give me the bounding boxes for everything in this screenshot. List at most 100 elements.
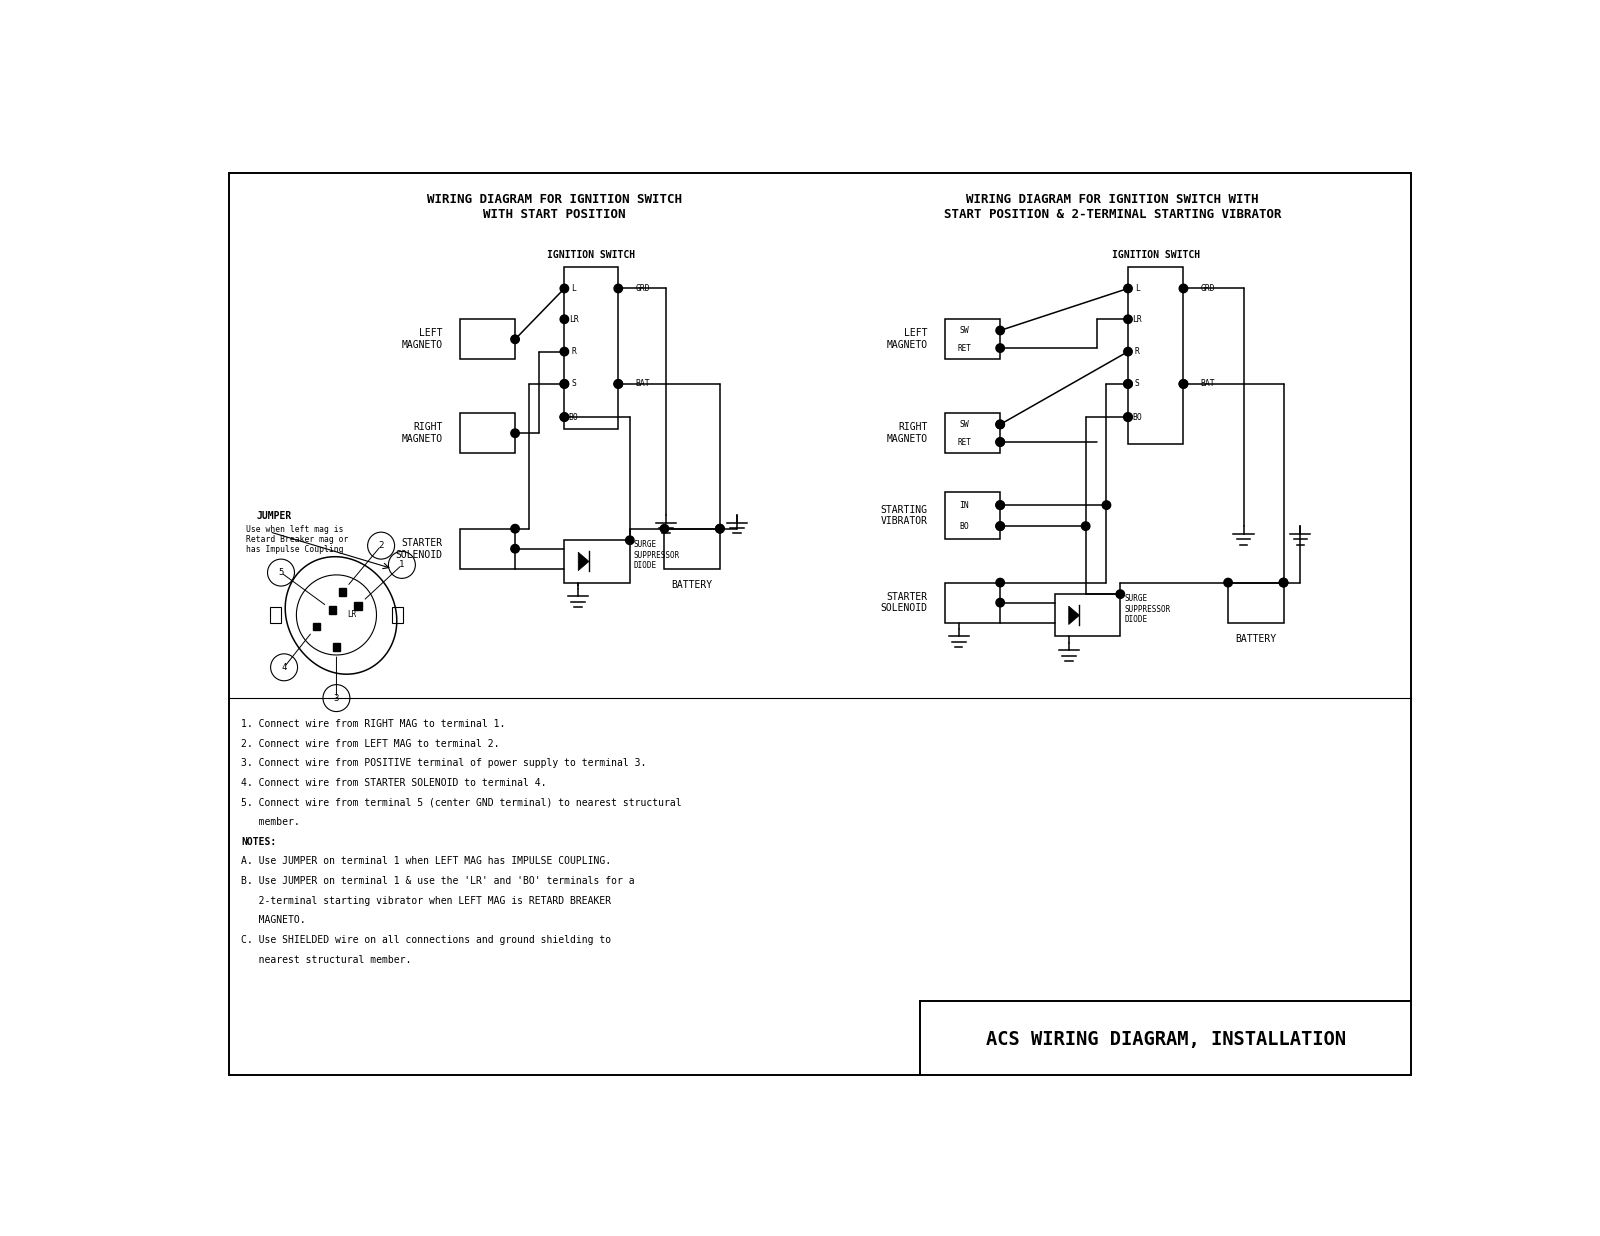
Text: IN: IN (960, 501, 970, 509)
Circle shape (1179, 284, 1187, 293)
Text: 3: 3 (334, 693, 339, 702)
Text: LR: LR (1133, 315, 1142, 324)
Text: GRD: GRD (635, 284, 650, 293)
Text: BATTERY: BATTERY (1235, 634, 1277, 644)
Text: 5: 5 (278, 569, 283, 577)
Circle shape (715, 524, 725, 533)
Circle shape (560, 379, 568, 388)
Circle shape (661, 524, 669, 533)
Text: C. Use SHIELDED wire on all connections and ground shielding to: C. Use SHIELDED wire on all connections … (242, 934, 611, 944)
Circle shape (510, 524, 520, 533)
Circle shape (995, 501, 1005, 509)
Text: B. Use JUMPER on terminal 1 & use the 'LR' and 'BO' terminals for a: B. Use JUMPER on terminal 1 & use the 'L… (242, 876, 635, 886)
Text: A. Use JUMPER on terminal 1 when LEFT MAG has IMPULSE COUPLING.: A. Use JUMPER on terminal 1 when LEFT MA… (242, 857, 611, 866)
Circle shape (626, 536, 634, 545)
Text: 4: 4 (282, 662, 286, 672)
Circle shape (995, 522, 1005, 530)
Text: STARTING
VIBRATOR: STARTING VIBRATOR (880, 504, 928, 527)
Text: JUMPER: JUMPER (256, 512, 291, 522)
Text: nearest structural member.: nearest structural member. (242, 954, 411, 964)
Text: MAGNETO.: MAGNETO. (242, 915, 306, 926)
Text: S: S (1134, 379, 1139, 388)
Circle shape (1224, 578, 1232, 587)
Text: STARTER
SOLENOID: STARTER SOLENOID (880, 592, 928, 613)
Text: member.: member. (242, 817, 299, 827)
Text: S: S (571, 379, 576, 388)
Circle shape (995, 438, 1005, 446)
Text: LR: LR (347, 611, 357, 619)
Text: LEFT
MAGNETO: LEFT MAGNETO (886, 329, 928, 350)
Polygon shape (578, 552, 589, 571)
Text: L: L (571, 284, 576, 293)
Text: BATTERY: BATTERY (672, 580, 712, 591)
Text: 2: 2 (379, 541, 384, 550)
Circle shape (995, 598, 1005, 607)
Text: Use when left mag is
Retard Breaker mag or
has Impulse Coupling: Use when left mag is Retard Breaker mag … (246, 524, 349, 555)
Circle shape (560, 379, 568, 388)
Text: GRD: GRD (1200, 284, 1214, 293)
Circle shape (614, 379, 622, 388)
Circle shape (995, 578, 1005, 587)
Text: 3. Connect wire from POSITIVE terminal of power supply to terminal 3.: 3. Connect wire from POSITIVE terminal o… (242, 758, 646, 768)
Text: BAT: BAT (635, 379, 650, 388)
Text: LR: LR (568, 315, 579, 324)
Circle shape (614, 284, 622, 293)
Circle shape (1123, 347, 1133, 356)
Text: SW: SW (960, 420, 970, 429)
Circle shape (560, 413, 568, 421)
Circle shape (1123, 379, 1133, 388)
Text: 1: 1 (400, 560, 405, 570)
Polygon shape (1069, 606, 1080, 624)
Circle shape (995, 326, 1005, 335)
Circle shape (1102, 501, 1110, 509)
Circle shape (1123, 284, 1133, 293)
Circle shape (995, 420, 1005, 429)
Text: RIGHT
MAGNETO: RIGHT MAGNETO (886, 423, 928, 444)
Text: BO: BO (1133, 413, 1142, 421)
Circle shape (1179, 379, 1187, 388)
Text: R: R (1134, 347, 1139, 356)
Circle shape (510, 545, 520, 552)
Circle shape (995, 501, 1005, 509)
Circle shape (1280, 578, 1288, 587)
Polygon shape (312, 623, 320, 630)
Text: 5. Connect wire from terminal 5 (center GND terminal) to nearest structural: 5. Connect wire from terminal 5 (center … (242, 797, 682, 807)
Text: L: L (1134, 284, 1139, 293)
Text: BO: BO (568, 413, 579, 421)
Circle shape (560, 284, 568, 293)
Circle shape (560, 413, 568, 421)
Text: RIGHT
MAGNETO: RIGHT MAGNETO (402, 423, 443, 444)
Circle shape (560, 315, 568, 324)
Circle shape (1179, 379, 1187, 388)
Text: SURGE
SUPPRESSOR
DIODE: SURGE SUPPRESSOR DIODE (634, 540, 680, 570)
Text: STARTER
SOLENOID: STARTER SOLENOID (395, 538, 443, 560)
Circle shape (995, 522, 1005, 530)
Text: 2. Connect wire from LEFT MAG to terminal 2.: 2. Connect wire from LEFT MAG to termina… (242, 739, 499, 749)
Circle shape (560, 347, 568, 356)
Text: 2-terminal starting vibrator when LEFT MAG is RETARD BREAKER: 2-terminal starting vibrator when LEFT M… (242, 896, 611, 906)
Polygon shape (333, 644, 341, 651)
Circle shape (510, 335, 520, 344)
Circle shape (1117, 590, 1125, 598)
Polygon shape (328, 607, 336, 614)
Text: RET: RET (957, 344, 971, 352)
Circle shape (1123, 315, 1133, 324)
Text: WIRING DIAGRAM FOR IGNITION SWITCH WITH
START POSITION & 2-TERMINAL STARTING VIB: WIRING DIAGRAM FOR IGNITION SWITCH WITH … (944, 193, 1282, 221)
Text: BAT: BAT (1200, 379, 1214, 388)
Text: 1. Connect wire from RIGHT MAG to terminal 1.: 1. Connect wire from RIGHT MAG to termin… (242, 719, 506, 729)
Text: LEFT
MAGNETO: LEFT MAGNETO (402, 329, 443, 350)
Circle shape (614, 379, 622, 388)
Circle shape (995, 420, 1005, 429)
Text: BO: BO (960, 522, 970, 530)
Circle shape (995, 344, 1005, 352)
Circle shape (1082, 522, 1090, 530)
Text: RET: RET (957, 438, 971, 446)
Text: IGNITION SWITCH: IGNITION SWITCH (1112, 250, 1200, 260)
Circle shape (715, 524, 725, 533)
Circle shape (1123, 379, 1133, 388)
Text: IGNITION SWITCH: IGNITION SWITCH (547, 250, 635, 260)
Text: SW: SW (960, 326, 970, 335)
Circle shape (1280, 578, 1288, 587)
Text: NOTES:: NOTES: (242, 837, 277, 847)
Text: 4. Connect wire from STARTER SOLENOID to terminal 4.: 4. Connect wire from STARTER SOLENOID to… (242, 777, 547, 787)
